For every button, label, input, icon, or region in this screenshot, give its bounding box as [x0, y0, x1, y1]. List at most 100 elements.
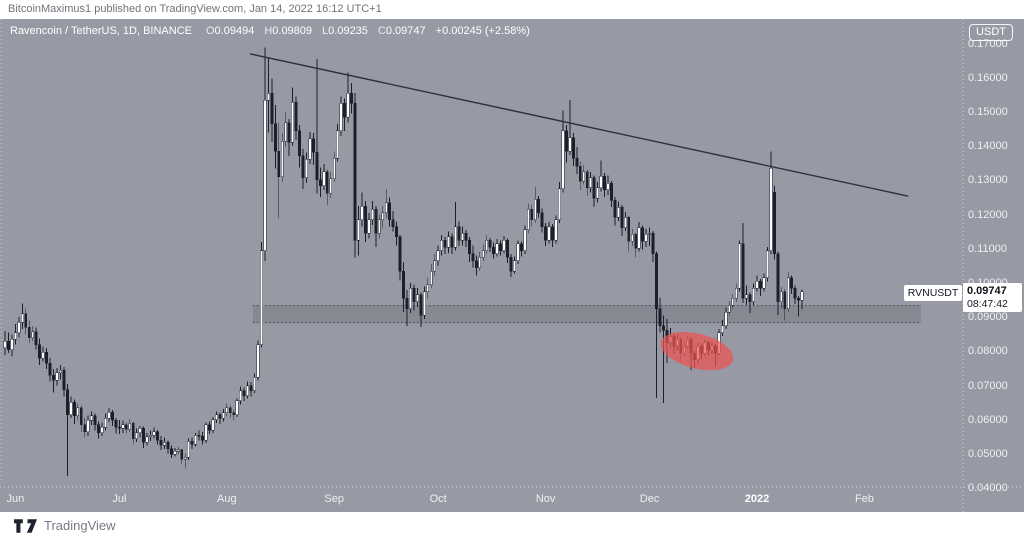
- candle-up: [596, 187, 600, 199]
- candle-down: [651, 233, 655, 255]
- candle-up: [225, 407, 229, 414]
- candle-down: [793, 287, 797, 299]
- candle-down: [592, 177, 596, 199]
- legend-high: H 0.09809: [264, 25, 313, 37]
- candle-down: [776, 253, 780, 303]
- candle-up: [616, 206, 620, 218]
- candle-down: [169, 448, 173, 455]
- candle-up: [447, 236, 451, 248]
- candle-up: [10, 339, 14, 350]
- legend-open: O 0.09494: [205, 25, 255, 37]
- time-tick: Nov: [535, 493, 556, 505]
- currency-badge[interactable]: USDT: [969, 24, 1013, 41]
- price-tick: 0.08000: [968, 345, 1008, 358]
- candle-up: [734, 287, 738, 299]
- candle-down: [544, 226, 548, 241]
- candle-up: [582, 171, 586, 182]
- symbol-title[interactable]: Ravencoin / TetherUS, 1D, BINANCE: [10, 25, 192, 37]
- time-tick: Oct: [429, 493, 447, 505]
- candle-up: [187, 440, 191, 458]
- last-price: 0.09747: [967, 285, 1007, 297]
- candle-down: [277, 151, 281, 178]
- candle-down: [301, 155, 305, 178]
- candle-down: [772, 192, 776, 255]
- candle-up: [284, 122, 288, 142]
- candle-up: [623, 217, 627, 228]
- candle-down: [72, 401, 76, 416]
- candle-down: [402, 270, 405, 299]
- candle-up: [357, 219, 360, 241]
- candle-down: [610, 182, 613, 201]
- candle-up: [59, 369, 62, 374]
- candle-up: [523, 229, 527, 251]
- candle-up: [211, 419, 215, 431]
- legend-close: C 0.09747: [377, 25, 426, 37]
- candle-up: [221, 412, 225, 419]
- candle-down: [506, 240, 509, 258]
- price-label-symbol: RVNUSDT: [904, 285, 962, 301]
- candle-up: [724, 311, 728, 327]
- candle-down: [343, 103, 347, 118]
- candle-down: [388, 202, 392, 220]
- candle-up: [263, 99, 267, 251]
- candle-down: [395, 226, 399, 238]
- candle-up: [762, 277, 766, 289]
- candle-down: [201, 435, 204, 441]
- candle-down: [509, 257, 513, 272]
- candle-down: [571, 137, 575, 159]
- candle-up: [769, 168, 773, 251]
- candle-up: [478, 257, 482, 268]
- candle-up: [481, 250, 485, 258]
- candle-up: [429, 270, 433, 285]
- candle-down: [350, 92, 354, 104]
- candlestick-chart[interactable]: [0, 19, 1024, 512]
- price-tick: 0.12000: [968, 208, 1008, 221]
- bar-countdown: 08:47:42: [967, 298, 1008, 310]
- candle-up: [17, 322, 21, 333]
- candle-up: [800, 291, 804, 301]
- candle-up: [648, 233, 652, 235]
- highlight-ellipse[interactable]: [657, 325, 737, 377]
- tradingview-brand[interactable]: TradingView: [44, 518, 116, 533]
- symbol-legend: Ravencoin / TetherUS, 1D, BINANCE O 0.094…: [10, 25, 530, 37]
- candle-down: [464, 233, 468, 241]
- candle-up: [280, 140, 284, 178]
- candle-up: [235, 400, 239, 415]
- candle-down: [325, 171, 329, 194]
- candle-down: [603, 176, 606, 191]
- candle-down: [474, 260, 478, 268]
- candle-down: [374, 209, 378, 234]
- candle-down: [197, 434, 201, 437]
- candle-down: [363, 205, 367, 234]
- candle-up: [606, 182, 610, 191]
- tradingview-logo-icon[interactable]: [14, 518, 37, 533]
- candle-down: [537, 198, 541, 214]
- trendline[interactable]: [249, 53, 909, 197]
- candle-up: [339, 103, 343, 132]
- candle-down: [613, 199, 617, 218]
- candle-up: [589, 177, 593, 189]
- candle-up: [599, 176, 603, 189]
- candle-down: [519, 243, 523, 251]
- candle-up: [173, 451, 177, 455]
- candle-up: [415, 294, 419, 303]
- candle-up: [554, 219, 558, 241]
- candle-up: [86, 420, 90, 433]
- candle-down: [467, 240, 471, 255]
- candle-down: [311, 138, 315, 153]
- price-tick: 0.05000: [968, 448, 1008, 460]
- candle-up: [100, 427, 104, 434]
- price-tick: 0.09000: [968, 311, 1008, 324]
- candle-down: [131, 422, 135, 439]
- candle-up: [752, 287, 755, 303]
- legend-low: L 0.09235: [322, 25, 368, 37]
- candle-down: [180, 449, 184, 460]
- candle-down: [585, 171, 589, 189]
- candle-down: [249, 385, 253, 391]
- candle-down: [471, 253, 475, 262]
- candle-up: [367, 219, 371, 234]
- support-zone[interactable]: [252, 305, 921, 324]
- candle-down: [419, 294, 423, 316]
- candle-up: [305, 158, 308, 178]
